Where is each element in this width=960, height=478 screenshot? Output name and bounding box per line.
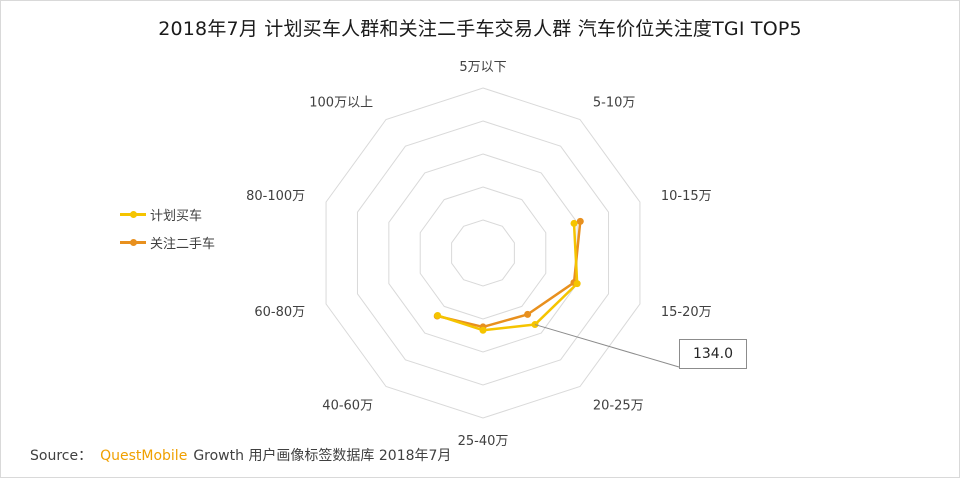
axis-label-6: 40-60万 <box>322 398 373 413</box>
axis-label-4: 20-25万 <box>593 398 644 413</box>
chart-title: 2018年7月 计划买车人群和关注二手车交易人群 汽车价位关注度TGI TOP5 <box>158 18 802 40</box>
source-prefix: Source： <box>30 448 93 464</box>
series-0-point-3[interactable] <box>479 326 487 334</box>
grid-ring-1 <box>451 219 515 287</box>
radar-axis-labels: 5万以下 5-10万 10-15万 15-20万 20-25万 25-40万 40-60万 6… <box>246 60 712 449</box>
legend-item-series2[interactable]: 关注二手车 <box>120 228 215 256</box>
series-0-point-0[interactable] <box>570 219 578 227</box>
value-callout: 134.0 <box>679 339 747 369</box>
series-0-point-4[interactable] <box>434 311 442 319</box>
grid-ring-3 <box>388 153 578 353</box>
series-line-0 <box>437 223 579 332</box>
axis-label-8: 80-100万 <box>246 189 305 204</box>
grid-ring-4 <box>356 120 610 386</box>
legend-label-series2: 关注二手车 <box>150 236 216 252</box>
grid-ring-2 <box>419 186 547 320</box>
source-note: Source： QuestMobile Growth 用户画像标签数据库 2018年… <box>30 445 451 465</box>
legend-swatch-series1 <box>120 209 146 219</box>
callout-leader-line <box>534 324 680 368</box>
grid-ring-5 <box>325 87 641 419</box>
source-suffix: Growth 用户画像标签数据库 2018年7月 <box>193 448 452 464</box>
legend: 计划买车 关注二手车 <box>120 200 215 256</box>
axis-label-0: 5万以下 <box>459 60 506 75</box>
axis-label-3: 15-20万 <box>661 305 712 320</box>
radar-grid <box>325 87 641 419</box>
legend-swatch-series2 <box>120 237 146 247</box>
source-brand: QuestMobile <box>100 448 188 464</box>
axis-label-2: 10-15万 <box>661 189 712 204</box>
series-1-point-2[interactable] <box>524 310 532 318</box>
legend-item-series1[interactable]: 计划买车 <box>120 200 215 228</box>
series-0-point-1[interactable] <box>573 280 581 288</box>
axis-label-5: 25-40万 <box>458 434 509 449</box>
axis-label-1: 5-10万 <box>593 96 636 111</box>
series-1-point-0[interactable] <box>576 217 584 225</box>
axis-label-9: 100万以上 <box>309 96 373 111</box>
legend-label-series1: 计划买车 <box>150 208 203 224</box>
axis-label-7: 60-80万 <box>254 305 305 320</box>
